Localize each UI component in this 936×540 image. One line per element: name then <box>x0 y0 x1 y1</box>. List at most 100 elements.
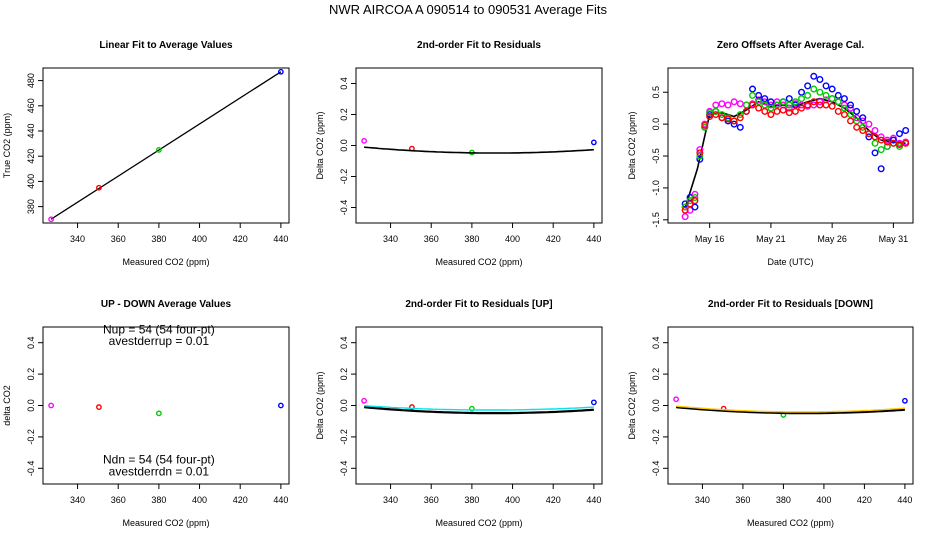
chart-panel-residual-fit-up: 2nd-order Fit to Residuals [UP] Measured … <box>315 299 603 528</box>
y-tick-label: -1.0 <box>651 180 661 196</box>
y-tick-label: 0.2 <box>26 368 36 381</box>
data-point <box>871 133 879 141</box>
data-point <box>779 106 787 114</box>
data-point <box>804 101 812 109</box>
x-tick-label: 420 <box>546 495 561 505</box>
data-point <box>834 98 842 106</box>
y-tick-label: -0.2 <box>26 429 36 445</box>
data-point <box>822 101 830 109</box>
x-tick-label: 380 <box>776 495 791 505</box>
fit-curve <box>364 146 594 154</box>
data-point <box>798 88 806 96</box>
data-point <box>798 104 806 112</box>
data-point <box>718 100 726 108</box>
data-point <box>724 101 732 109</box>
data-point <box>840 111 848 119</box>
y-tick-label: 0.0 <box>339 139 349 152</box>
x-tick-label: 360 <box>424 495 439 505</box>
x-tick-label: May 26 <box>817 234 847 244</box>
data-point <box>761 101 769 109</box>
data-point <box>804 82 812 90</box>
fit-curve <box>364 405 594 411</box>
chart-panel-linear-fit: Linear Fit to Average Values Measured CO2… <box>2 40 290 267</box>
data-point <box>590 139 597 146</box>
data-point <box>468 405 475 412</box>
x-tick-label: 400 <box>192 495 207 505</box>
x-tick-label: May 16 <box>695 234 725 244</box>
plot-frame <box>42 67 290 224</box>
fit-line <box>50 71 282 220</box>
data-point <box>712 101 720 109</box>
chart-panel-zero-offsets: Zero Offsets After Average Cal. Date (UTC… <box>627 40 914 267</box>
data-point <box>730 98 738 106</box>
data-point <box>896 130 904 138</box>
y-axis-label: True CO2 (ppm) <box>2 113 12 178</box>
data-point <box>736 100 744 108</box>
data-point <box>691 203 699 211</box>
data-point <box>730 120 738 128</box>
y-axis-label: Delta CO2 (ppm) <box>315 371 325 439</box>
data-point <box>686 206 694 214</box>
data-point <box>779 98 787 106</box>
y-tick-label: 460 <box>26 98 36 113</box>
y-axis-label: Delta CO2 (ppm) <box>627 111 637 179</box>
chart-title: 2nd-order Fit to Residuals <box>417 40 541 51</box>
annotation-text: Nup = 54 (54 four-pt) <box>103 322 215 336</box>
data-point <box>590 399 597 406</box>
plot-area <box>361 137 597 156</box>
data-point <box>785 101 793 109</box>
x-tick-label: 340 <box>70 234 85 244</box>
data-point <box>718 114 726 122</box>
data-point <box>810 72 818 80</box>
data-point <box>889 136 897 144</box>
data-point <box>681 200 689 208</box>
y-tick-label: -0.2 <box>651 429 661 445</box>
data-point <box>865 120 873 128</box>
data-point <box>673 396 679 403</box>
plot-area <box>681 72 910 221</box>
data-point <box>773 101 781 109</box>
data-point <box>877 165 885 173</box>
x-tick-label: 380 <box>464 495 479 505</box>
data-point <box>785 95 793 103</box>
data-point <box>847 101 855 109</box>
x-tick-label: 440 <box>273 495 288 505</box>
data-point <box>804 91 812 99</box>
data-point <box>755 104 763 112</box>
data-point <box>736 123 744 131</box>
x-tick-label: 440 <box>273 234 288 244</box>
plot-frame <box>355 67 603 224</box>
chart-panel-residual-fit-down: 2nd-order Fit to Residuals [DOWN] Measure… <box>627 299 914 528</box>
data-point <box>859 127 867 135</box>
data-point <box>712 111 720 119</box>
y-tick-label: 0.0 <box>651 118 661 131</box>
y-tick-label: 480 <box>26 73 36 88</box>
plot-area <box>48 402 284 417</box>
data-point <box>742 107 750 115</box>
plot-frame <box>667 326 914 485</box>
chart-title: 2nd-order Fit to Residuals [DOWN] <box>708 299 873 310</box>
data-point <box>749 85 757 93</box>
data-point <box>691 193 699 201</box>
y-tick-label: 0.4 <box>339 336 349 349</box>
data-point <box>277 402 284 409</box>
y-tick-label: -0.4 <box>26 461 36 477</box>
data-point <box>48 216 55 223</box>
x-tick-label: 380 <box>151 234 166 244</box>
y-tick-label: 0.2 <box>339 368 349 381</box>
data-point <box>816 88 824 96</box>
data-point <box>853 107 861 115</box>
data-point <box>767 98 775 106</box>
plot-frame <box>355 326 603 485</box>
x-axis-label: Measured CO2 (ppm) <box>122 257 209 267</box>
data-point <box>883 138 891 146</box>
data-point <box>902 397 908 404</box>
x-tick-label: 360 <box>111 495 126 505</box>
x-tick-label: 340 <box>383 234 398 244</box>
y-tick-label: 0.4 <box>651 336 661 349</box>
annotation-text: Ndn = 54 (54 four-pt) <box>103 453 215 467</box>
data-point <box>840 104 848 112</box>
data-point <box>791 107 799 115</box>
data-point <box>696 146 704 154</box>
data-point <box>767 111 775 119</box>
